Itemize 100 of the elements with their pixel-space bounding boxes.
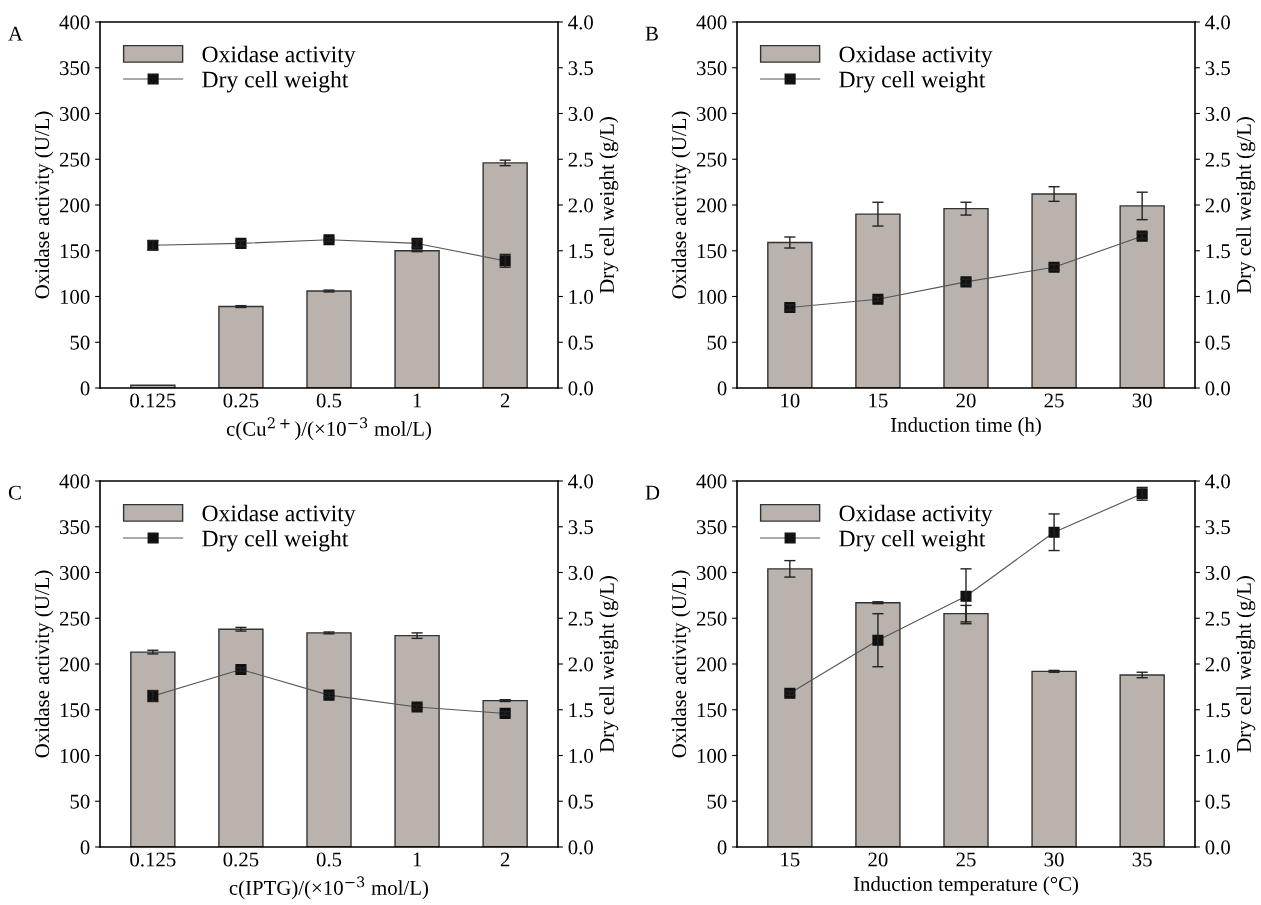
y-tick-label: 0 xyxy=(717,381,727,396)
legend-label: Dry cell weight xyxy=(839,529,986,552)
y2-tick-label: 1.5 xyxy=(569,703,593,718)
x-tick-label: 0.125 xyxy=(130,852,176,867)
y2-tick-label: 1.5 xyxy=(1206,703,1230,718)
bar xyxy=(943,612,989,847)
y2-tick-label: 2.5 xyxy=(568,152,593,167)
y2-tick-label: 0.0 xyxy=(1205,840,1230,855)
y-tick-label: 250 xyxy=(59,611,90,626)
y-tick-label: 150 xyxy=(697,703,727,718)
chart-title: B xyxy=(645,26,658,41)
bar xyxy=(130,651,176,847)
x-tick-label: 10 xyxy=(781,393,800,408)
y2-tick-label: 3.5 xyxy=(568,520,593,535)
y-tick-label: 250 xyxy=(696,152,727,167)
y-tick-label: 150 xyxy=(60,703,90,718)
y2-tick-label: 4.0 xyxy=(1205,15,1230,30)
y2-tick-label: 1.0 xyxy=(1206,748,1230,764)
y-tick-label: 200 xyxy=(59,198,90,213)
x-tick-label: 1 xyxy=(413,852,422,867)
x-tick-label: 0.5 xyxy=(316,852,342,867)
y-axis-title: Oxidase activity (U/L) xyxy=(671,570,691,758)
y-tick-label: 400 xyxy=(696,15,727,30)
bar xyxy=(855,213,901,388)
x-tick-label: 30 xyxy=(1044,852,1064,867)
y-axis-title: Oxidase activity (U/L) xyxy=(34,570,54,758)
y2-tick-label: 3.0 xyxy=(1205,106,1230,122)
y2-tick-label: 3.5 xyxy=(568,61,593,76)
y-tick-label: 0 xyxy=(80,381,90,396)
y-tick-label: 400 xyxy=(59,15,90,30)
bar xyxy=(1031,193,1077,388)
y-tick-label: 100 xyxy=(60,289,90,304)
y-axis-title: Oxidase activity (U/L) xyxy=(34,111,54,299)
y2-tick-label: 2.0 xyxy=(568,657,593,672)
y2-tick-label: 0.5 xyxy=(568,794,593,809)
x-tick-label: 35 xyxy=(1132,852,1152,867)
y-tick-label: 300 xyxy=(60,565,90,580)
y2-tick-label: 3.0 xyxy=(1205,565,1230,581)
bar xyxy=(306,290,352,388)
y2-axis-title: Dry cell weight (g/L) xyxy=(1236,117,1256,294)
x-tick-label: 15 xyxy=(781,852,800,867)
bar xyxy=(482,699,528,847)
x-tick-label: 0.125 xyxy=(130,393,176,408)
y-tick-label: 100 xyxy=(697,289,727,304)
x-tick-label: 0.25 xyxy=(223,852,259,867)
y2-tick-label: 2.0 xyxy=(568,198,593,213)
legend-label: Oxidase activity xyxy=(839,504,993,527)
y-tick-label: 350 xyxy=(697,61,727,76)
bar xyxy=(306,632,352,847)
y2-tick-label: 3.0 xyxy=(568,565,593,581)
y-tick-label: 250 xyxy=(696,611,727,626)
y2-tick-label: 4.0 xyxy=(568,15,593,30)
y2-tick-label: 1.0 xyxy=(569,289,593,305)
legend-label: Dry cell weight xyxy=(839,70,986,93)
y-tick-label: 300 xyxy=(60,106,90,121)
x-axis-title: c(Cu$^{2+}$)/(×10$^{−3}$ mol/L) xyxy=(226,417,431,441)
y2-tick-label: 1.0 xyxy=(1206,289,1230,305)
bar xyxy=(767,241,813,388)
x-tick-label: 0.25 xyxy=(223,393,259,408)
y-tick-label: 0 xyxy=(717,840,727,855)
y2-tick-label: 2.5 xyxy=(1205,152,1230,167)
chart-title: C xyxy=(8,485,21,500)
bar xyxy=(855,602,901,847)
y-tick-label: 350 xyxy=(60,61,90,76)
y2-tick-label: 1.5 xyxy=(569,244,593,259)
y-tick-label: 150 xyxy=(697,244,727,259)
legend-label: Dry cell weight xyxy=(202,70,349,93)
y-tick-label: 0 xyxy=(80,840,90,855)
y2-axis-title: Dry cell weight (g/L) xyxy=(1236,576,1256,753)
y2-tick-label: 0.0 xyxy=(1205,381,1230,396)
bar xyxy=(943,207,989,388)
y-tick-label: 50 xyxy=(70,794,90,809)
x-axis-title: c(IPTG)/(×10$^{−3}$ mol/L) xyxy=(229,876,428,900)
y2-tick-label: 2.5 xyxy=(568,611,593,626)
x-tick-label: 25 xyxy=(1044,393,1064,408)
bar xyxy=(394,250,440,388)
legend-label: Oxidase activity xyxy=(202,504,356,527)
y-tick-label: 50 xyxy=(70,335,90,350)
y2-axis-title: Dry cell weight (g/L) xyxy=(599,576,619,753)
y2-tick-label: 1.0 xyxy=(569,748,593,764)
y-axis-title: Oxidase activity (U/L) xyxy=(671,111,691,299)
y-tick-label: 50 xyxy=(707,335,727,350)
x-axis-title: Induction time (h) xyxy=(890,417,1041,437)
x-tick-label: 20 xyxy=(956,393,976,408)
y-tick-label: 100 xyxy=(60,748,90,763)
y-tick-label: 150 xyxy=(60,244,90,259)
bar xyxy=(394,634,440,847)
y-tick-label: 100 xyxy=(697,748,727,763)
y-tick-label: 200 xyxy=(59,657,90,672)
x-tick-label: 20 xyxy=(868,852,888,867)
y2-tick-label: 0.0 xyxy=(568,840,593,855)
y2-tick-label: 0.5 xyxy=(1205,335,1230,350)
x-tick-label: 1 xyxy=(413,393,422,408)
x-tick-label: 25 xyxy=(956,852,976,867)
y-tick-label: 400 xyxy=(59,474,90,489)
y-tick-label: 50 xyxy=(707,794,727,809)
y-tick-label: 400 xyxy=(696,474,727,489)
chart-title: D xyxy=(645,485,660,500)
bar xyxy=(218,305,264,388)
y2-tick-label: 2.0 xyxy=(1205,657,1230,672)
